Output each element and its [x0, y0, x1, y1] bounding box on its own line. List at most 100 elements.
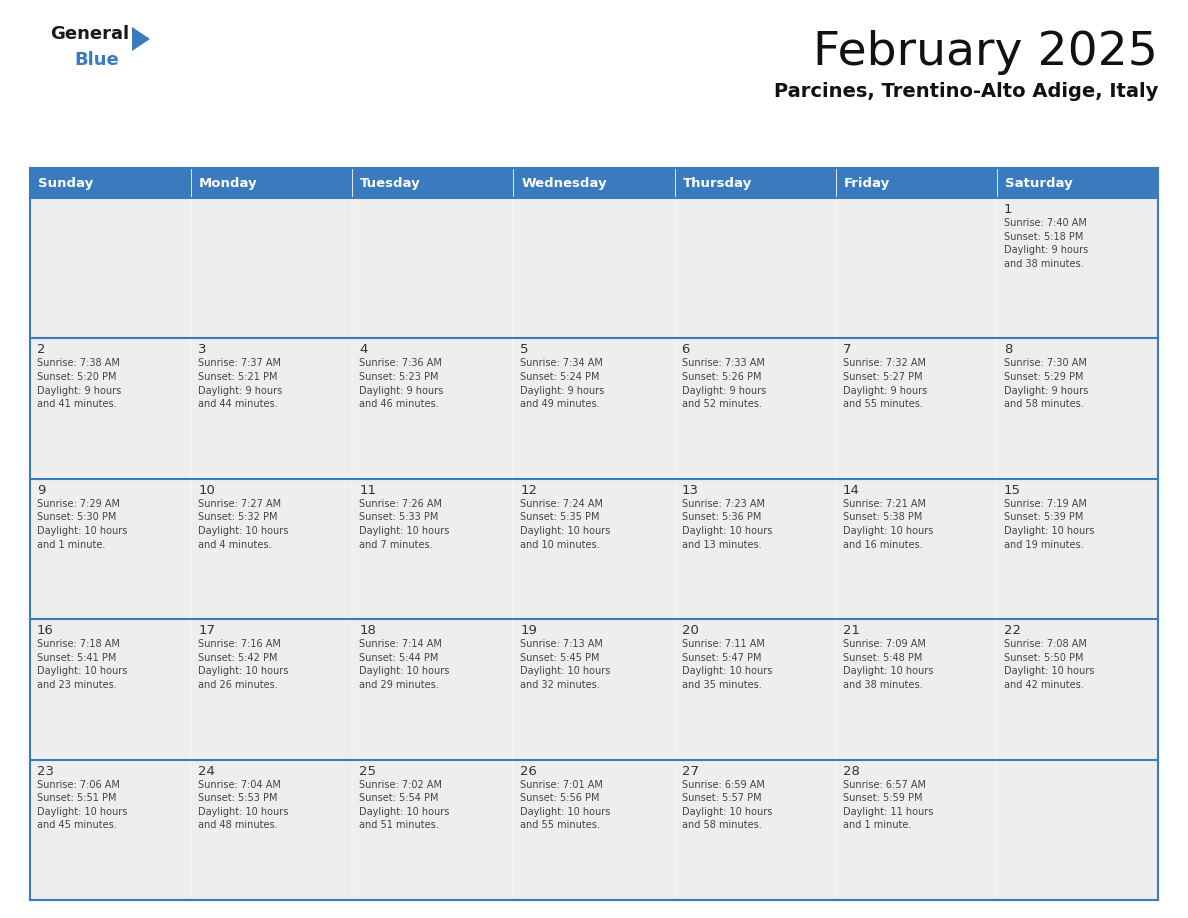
Text: 5: 5: [520, 343, 529, 356]
Bar: [997, 339, 1158, 479]
Text: Sunrise: 7:04 AM
Sunset: 5:53 PM
Daylight: 10 hours
and 48 minutes.: Sunrise: 7:04 AM Sunset: 5:53 PM Dayligh…: [198, 779, 289, 831]
Bar: [513, 479, 675, 620]
Text: Sunrise: 6:59 AM
Sunset: 5:57 PM
Daylight: 10 hours
and 58 minutes.: Sunrise: 6:59 AM Sunset: 5:57 PM Dayligh…: [682, 779, 772, 831]
Text: February 2025: February 2025: [813, 30, 1158, 75]
Text: 18: 18: [359, 624, 377, 637]
Text: Tuesday: Tuesday: [360, 176, 421, 189]
Text: Sunrise: 7:02 AM
Sunset: 5:54 PM
Daylight: 10 hours
and 51 minutes.: Sunrise: 7:02 AM Sunset: 5:54 PM Dayligh…: [359, 779, 450, 831]
Text: Sunrise: 7:24 AM
Sunset: 5:35 PM
Daylight: 10 hours
and 10 minutes.: Sunrise: 7:24 AM Sunset: 5:35 PM Dayligh…: [520, 498, 611, 550]
Text: Wednesday: Wednesday: [522, 176, 607, 189]
Text: Sunrise: 7:06 AM
Sunset: 5:51 PM
Daylight: 10 hours
and 45 minutes.: Sunrise: 7:06 AM Sunset: 5:51 PM Dayligh…: [37, 779, 127, 831]
Bar: [191, 168, 353, 198]
Bar: [835, 198, 997, 339]
Text: Sunrise: 7:21 AM
Sunset: 5:38 PM
Daylight: 10 hours
and 16 minutes.: Sunrise: 7:21 AM Sunset: 5:38 PM Dayligh…: [842, 498, 933, 550]
Text: Sunrise: 7:29 AM
Sunset: 5:30 PM
Daylight: 10 hours
and 1 minute.: Sunrise: 7:29 AM Sunset: 5:30 PM Dayligh…: [37, 498, 127, 550]
Bar: [30, 168, 191, 198]
Text: 10: 10: [198, 484, 215, 497]
Bar: [835, 479, 997, 620]
Bar: [513, 620, 675, 759]
Bar: [30, 620, 191, 759]
Text: 14: 14: [842, 484, 860, 497]
Text: Sunrise: 7:33 AM
Sunset: 5:26 PM
Daylight: 9 hours
and 52 minutes.: Sunrise: 7:33 AM Sunset: 5:26 PM Dayligh…: [682, 358, 766, 409]
Bar: [675, 620, 835, 759]
Bar: [675, 168, 835, 198]
Text: 8: 8: [1004, 343, 1012, 356]
Bar: [513, 168, 675, 198]
Text: 12: 12: [520, 484, 537, 497]
Text: 16: 16: [37, 624, 53, 637]
Text: 13: 13: [682, 484, 699, 497]
Text: 15: 15: [1004, 484, 1020, 497]
Text: Sunrise: 7:16 AM
Sunset: 5:42 PM
Daylight: 10 hours
and 26 minutes.: Sunrise: 7:16 AM Sunset: 5:42 PM Dayligh…: [198, 639, 289, 690]
Bar: [353, 479, 513, 620]
Bar: [997, 198, 1158, 339]
Bar: [675, 339, 835, 479]
Bar: [835, 620, 997, 759]
Text: Sunrise: 7:09 AM
Sunset: 5:48 PM
Daylight: 10 hours
and 38 minutes.: Sunrise: 7:09 AM Sunset: 5:48 PM Dayligh…: [842, 639, 933, 690]
Text: Sunrise: 7:40 AM
Sunset: 5:18 PM
Daylight: 9 hours
and 38 minutes.: Sunrise: 7:40 AM Sunset: 5:18 PM Dayligh…: [1004, 218, 1088, 269]
Bar: [353, 620, 513, 759]
Text: Sunrise: 7:27 AM
Sunset: 5:32 PM
Daylight: 10 hours
and 4 minutes.: Sunrise: 7:27 AM Sunset: 5:32 PM Dayligh…: [198, 498, 289, 550]
Text: Sunrise: 7:37 AM
Sunset: 5:21 PM
Daylight: 9 hours
and 44 minutes.: Sunrise: 7:37 AM Sunset: 5:21 PM Dayligh…: [198, 358, 283, 409]
Text: 21: 21: [842, 624, 860, 637]
Text: General: General: [50, 25, 129, 43]
Text: 27: 27: [682, 765, 699, 778]
Text: 24: 24: [198, 765, 215, 778]
Bar: [191, 759, 353, 900]
Text: 20: 20: [682, 624, 699, 637]
Text: Monday: Monday: [200, 176, 258, 189]
Bar: [675, 759, 835, 900]
Text: 2: 2: [37, 343, 45, 356]
Bar: [997, 620, 1158, 759]
Text: Sunrise: 7:34 AM
Sunset: 5:24 PM
Daylight: 9 hours
and 49 minutes.: Sunrise: 7:34 AM Sunset: 5:24 PM Dayligh…: [520, 358, 605, 409]
Text: 19: 19: [520, 624, 537, 637]
Text: Friday: Friday: [843, 176, 890, 189]
Bar: [835, 168, 997, 198]
Text: Sunrise: 7:36 AM
Sunset: 5:23 PM
Daylight: 9 hours
and 46 minutes.: Sunrise: 7:36 AM Sunset: 5:23 PM Dayligh…: [359, 358, 443, 409]
Text: Sunrise: 7:13 AM
Sunset: 5:45 PM
Daylight: 10 hours
and 32 minutes.: Sunrise: 7:13 AM Sunset: 5:45 PM Dayligh…: [520, 639, 611, 690]
Bar: [353, 198, 513, 339]
Bar: [353, 168, 513, 198]
Text: Sunrise: 7:30 AM
Sunset: 5:29 PM
Daylight: 9 hours
and 58 minutes.: Sunrise: 7:30 AM Sunset: 5:29 PM Dayligh…: [1004, 358, 1088, 409]
Bar: [675, 479, 835, 620]
Text: Sunrise: 7:14 AM
Sunset: 5:44 PM
Daylight: 10 hours
and 29 minutes.: Sunrise: 7:14 AM Sunset: 5:44 PM Dayligh…: [359, 639, 450, 690]
Text: Sunrise: 7:08 AM
Sunset: 5:50 PM
Daylight: 10 hours
and 42 minutes.: Sunrise: 7:08 AM Sunset: 5:50 PM Dayligh…: [1004, 639, 1094, 690]
Text: Blue: Blue: [74, 51, 119, 69]
Text: Thursday: Thursday: [683, 176, 752, 189]
Text: 7: 7: [842, 343, 852, 356]
Text: Sunrise: 7:32 AM
Sunset: 5:27 PM
Daylight: 9 hours
and 55 minutes.: Sunrise: 7:32 AM Sunset: 5:27 PM Dayligh…: [842, 358, 927, 409]
Text: 3: 3: [198, 343, 207, 356]
Text: 11: 11: [359, 484, 377, 497]
Bar: [30, 759, 191, 900]
Bar: [191, 620, 353, 759]
Bar: [513, 339, 675, 479]
Bar: [353, 759, 513, 900]
Text: Sunday: Sunday: [38, 176, 93, 189]
Bar: [30, 198, 191, 339]
Bar: [191, 479, 353, 620]
Bar: [191, 339, 353, 479]
Bar: [513, 198, 675, 339]
Bar: [30, 479, 191, 620]
Text: 9: 9: [37, 484, 45, 497]
Text: 6: 6: [682, 343, 690, 356]
Bar: [835, 339, 997, 479]
Text: 28: 28: [842, 765, 860, 778]
Bar: [835, 759, 997, 900]
Bar: [353, 339, 513, 479]
Bar: [997, 168, 1158, 198]
Polygon shape: [132, 27, 150, 51]
Text: 17: 17: [198, 624, 215, 637]
Text: Saturday: Saturday: [1005, 176, 1073, 189]
Text: 22: 22: [1004, 624, 1020, 637]
Text: Sunrise: 7:11 AM
Sunset: 5:47 PM
Daylight: 10 hours
and 35 minutes.: Sunrise: 7:11 AM Sunset: 5:47 PM Dayligh…: [682, 639, 772, 690]
Text: Sunrise: 7:01 AM
Sunset: 5:56 PM
Daylight: 10 hours
and 55 minutes.: Sunrise: 7:01 AM Sunset: 5:56 PM Dayligh…: [520, 779, 611, 831]
Text: Sunrise: 7:18 AM
Sunset: 5:41 PM
Daylight: 10 hours
and 23 minutes.: Sunrise: 7:18 AM Sunset: 5:41 PM Dayligh…: [37, 639, 127, 690]
Text: Sunrise: 7:26 AM
Sunset: 5:33 PM
Daylight: 10 hours
and 7 minutes.: Sunrise: 7:26 AM Sunset: 5:33 PM Dayligh…: [359, 498, 450, 550]
Text: Sunrise: 7:19 AM
Sunset: 5:39 PM
Daylight: 10 hours
and 19 minutes.: Sunrise: 7:19 AM Sunset: 5:39 PM Dayligh…: [1004, 498, 1094, 550]
Bar: [30, 339, 191, 479]
Bar: [675, 198, 835, 339]
Text: 4: 4: [359, 343, 367, 356]
Bar: [191, 198, 353, 339]
Text: Sunrise: 6:57 AM
Sunset: 5:59 PM
Daylight: 11 hours
and 1 minute.: Sunrise: 6:57 AM Sunset: 5:59 PM Dayligh…: [842, 779, 933, 831]
